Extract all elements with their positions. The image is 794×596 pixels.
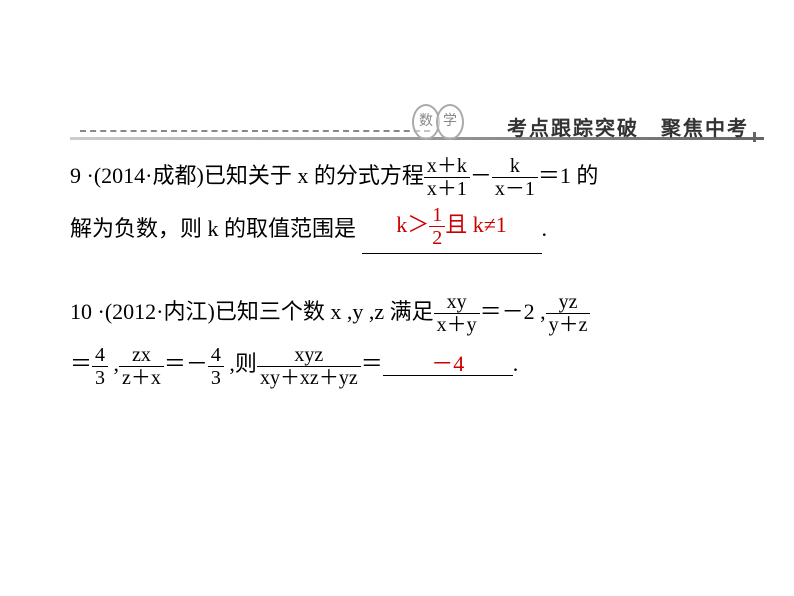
content-area: 9 ·(2014·成都)已知关于 x 的分式方程x＋kx＋1－kx－1＝1 的 …: [70, 150, 744, 421]
header-dashes: [80, 130, 430, 132]
then-text: ,则: [224, 351, 257, 376]
problem-9: 9 ·(2014·成都)已知关于 x 的分式方程x＋kx＋1－kx－1＝1 的 …: [70, 150, 744, 256]
fraction-2: kx－1: [492, 155, 538, 200]
frac-num: zx: [119, 344, 164, 366]
frac-num: x＋k: [424, 155, 470, 177]
answer-fraction: 12: [429, 204, 445, 249]
header-title: 考点跟踪突破 聚焦中考: [507, 112, 749, 141]
problem-number: 9: [70, 163, 81, 188]
problem-text-a: 已知关于 x 的分式方程: [204, 163, 424, 188]
answer-blank-10: －4: [383, 353, 513, 376]
minus-sign: －: [470, 163, 492, 188]
fraction-xy: xyx＋y: [434, 291, 480, 336]
badge-char-2: 学: [436, 104, 464, 140]
frac-den: 3: [208, 366, 224, 389]
eq2-pre: ＝: [70, 351, 92, 376]
frac-den: x－1: [492, 177, 538, 200]
frac-num: 4: [208, 344, 224, 366]
frac-den: 2: [429, 226, 445, 249]
fraction-1: x＋kx＋1: [424, 155, 470, 200]
fraction-4-3a: 43: [92, 344, 108, 389]
header-tick: [753, 132, 756, 142]
answer-pre: k＞: [396, 212, 429, 237]
answer-post-cn: 且: [445, 212, 467, 237]
problem-source: (2012·内江): [105, 299, 215, 324]
answer-post: k≠1: [467, 212, 507, 237]
problem-source: (2014·成都): [94, 163, 204, 188]
answer-9: k＞12且 k≠1: [396, 212, 507, 237]
eq1: ＝－2 ,: [480, 299, 546, 324]
eq-final: ＝: [361, 351, 383, 376]
answer-blank-9: k＞12且 k≠1: [362, 208, 542, 254]
period: .: [542, 216, 548, 241]
frac-num: xy: [434, 291, 480, 313]
problem-text-a: 已知三个数 x ,y ,z 满足: [215, 299, 434, 324]
eq-tail: ＝1 的: [538, 163, 599, 188]
problem-10: 10 ·(2012·内江)已知三个数 x ,y ,z 满足xyx＋y＝－2 ,y…: [70, 286, 744, 392]
eq3: ＝－: [164, 351, 208, 376]
frac-num: k: [492, 155, 538, 177]
frac-num: 1: [429, 204, 445, 226]
problem-dot: ·: [81, 163, 94, 188]
problem-text-b: 解为负数，则 k 的取值范围是: [70, 216, 356, 241]
frac-den: x＋1: [424, 177, 470, 200]
period: .: [513, 351, 519, 376]
page-header: 数 学 考点跟踪突破 聚焦中考: [0, 50, 794, 100]
frac-den: z＋x: [119, 366, 164, 389]
fraction-4-3b: 43: [208, 344, 224, 389]
frac-den: x＋y: [434, 313, 480, 336]
frac-num: xyz: [257, 344, 361, 366]
frac-den: xy＋xz＋yz: [257, 366, 361, 389]
fraction-xyz: xyzxy＋xz＋yz: [257, 344, 361, 389]
answer-10: －4: [431, 351, 464, 376]
fraction-yz: yzy＋z: [546, 291, 591, 336]
problem-dot: ·: [92, 299, 105, 324]
frac-num: yz: [546, 291, 591, 313]
problem-number: 10: [70, 299, 92, 324]
frac-den: y＋z: [546, 313, 591, 336]
frac-num: 4: [92, 344, 108, 366]
fraction-zx: zxz＋x: [119, 344, 164, 389]
comma1: ,: [108, 351, 119, 376]
subject-badge: 数 学: [420, 104, 464, 140]
frac-den: 3: [92, 366, 108, 389]
